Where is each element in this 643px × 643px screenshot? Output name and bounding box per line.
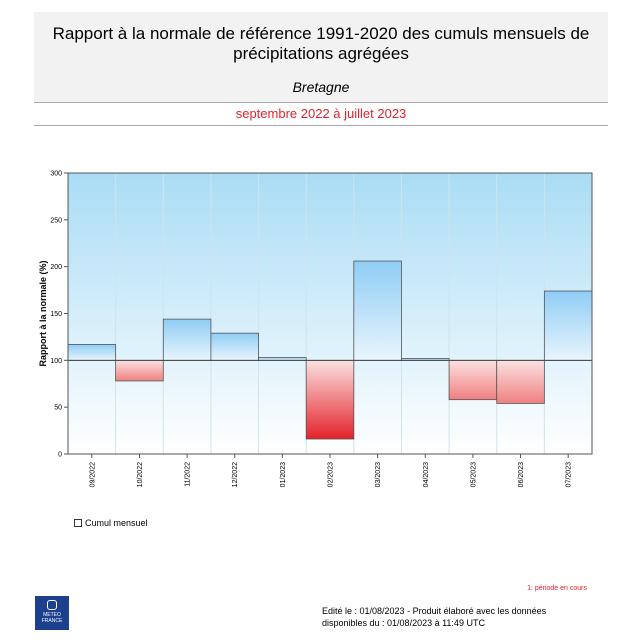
legend: Cumul mensuel [74,518,148,528]
x-tick-label: 06/2023 [518,462,525,487]
x-tick-label: 05/2023 [470,462,477,487]
region-name: Bretagne [292,79,350,95]
x-tick-label: 09/2022 [89,462,96,487]
y-tick-label: 200 [50,264,62,271]
chart-title: Rapport à la normale de référence 1991-2… [34,24,608,64]
bar [305,359,355,440]
divider-top [34,102,608,103]
footer-line-2: disponibles du : 01/08/2023 à 11:49 UTC [322,618,485,628]
logo-icon [47,600,57,610]
x-tick-label: 04/2023 [423,462,430,487]
x-tick-label: 03/2023 [375,462,382,487]
title-line-2: précipitations agrégées [233,44,409,63]
y-tick-label: 100 [50,358,62,365]
y-tick-label: 300 [50,171,62,178]
x-tick-label: 12/2022 [232,462,239,487]
footer-info: Edité le : 01/08/2023 - Produit élaboré … [322,605,546,629]
bar [210,332,259,361]
bar [353,260,402,361]
bar [448,359,498,401]
period-label: septembre 2022 à juillet 2023 [235,106,407,121]
bar [543,290,593,361]
footer-line-1: Edité le : 01/08/2023 - Produit élaboré … [322,606,547,616]
bar [496,359,545,404]
chart-header: Rapport à la normale de référence 1991-2… [34,12,608,102]
x-tick-label: 11/2022 [185,462,192,487]
y-tick-label: 0 [58,452,62,459]
y-axis-label: Rapport à la normale (%) [38,260,48,366]
bar [115,359,164,382]
x-tick-label: 01/2023 [280,462,287,487]
x-tick-label: 10/2022 [137,462,144,487]
x-tick-label: 07/2023 [566,462,573,487]
divider-bottom [34,125,608,126]
y-tick-label: 50 [54,405,62,412]
x-tick-label: 02/2023 [328,462,335,487]
bar [162,318,212,361]
legend-swatch [74,519,82,527]
title-line-1: Rapport à la normale de référence 1991-2… [52,24,590,43]
bar-chart: 0 50 100 150 200 250 300 09/2022 10/2022 11/2022 1… [38,171,593,487]
meteo-france-logo: METEO FRANCE [35,596,69,630]
legend-label: Cumul mensuel [85,518,148,528]
current-period-note: 1: période en cours [527,585,587,592]
bar [67,344,117,361]
y-tick-label: 250 [50,217,62,224]
y-tick-label: 150 [50,311,62,318]
